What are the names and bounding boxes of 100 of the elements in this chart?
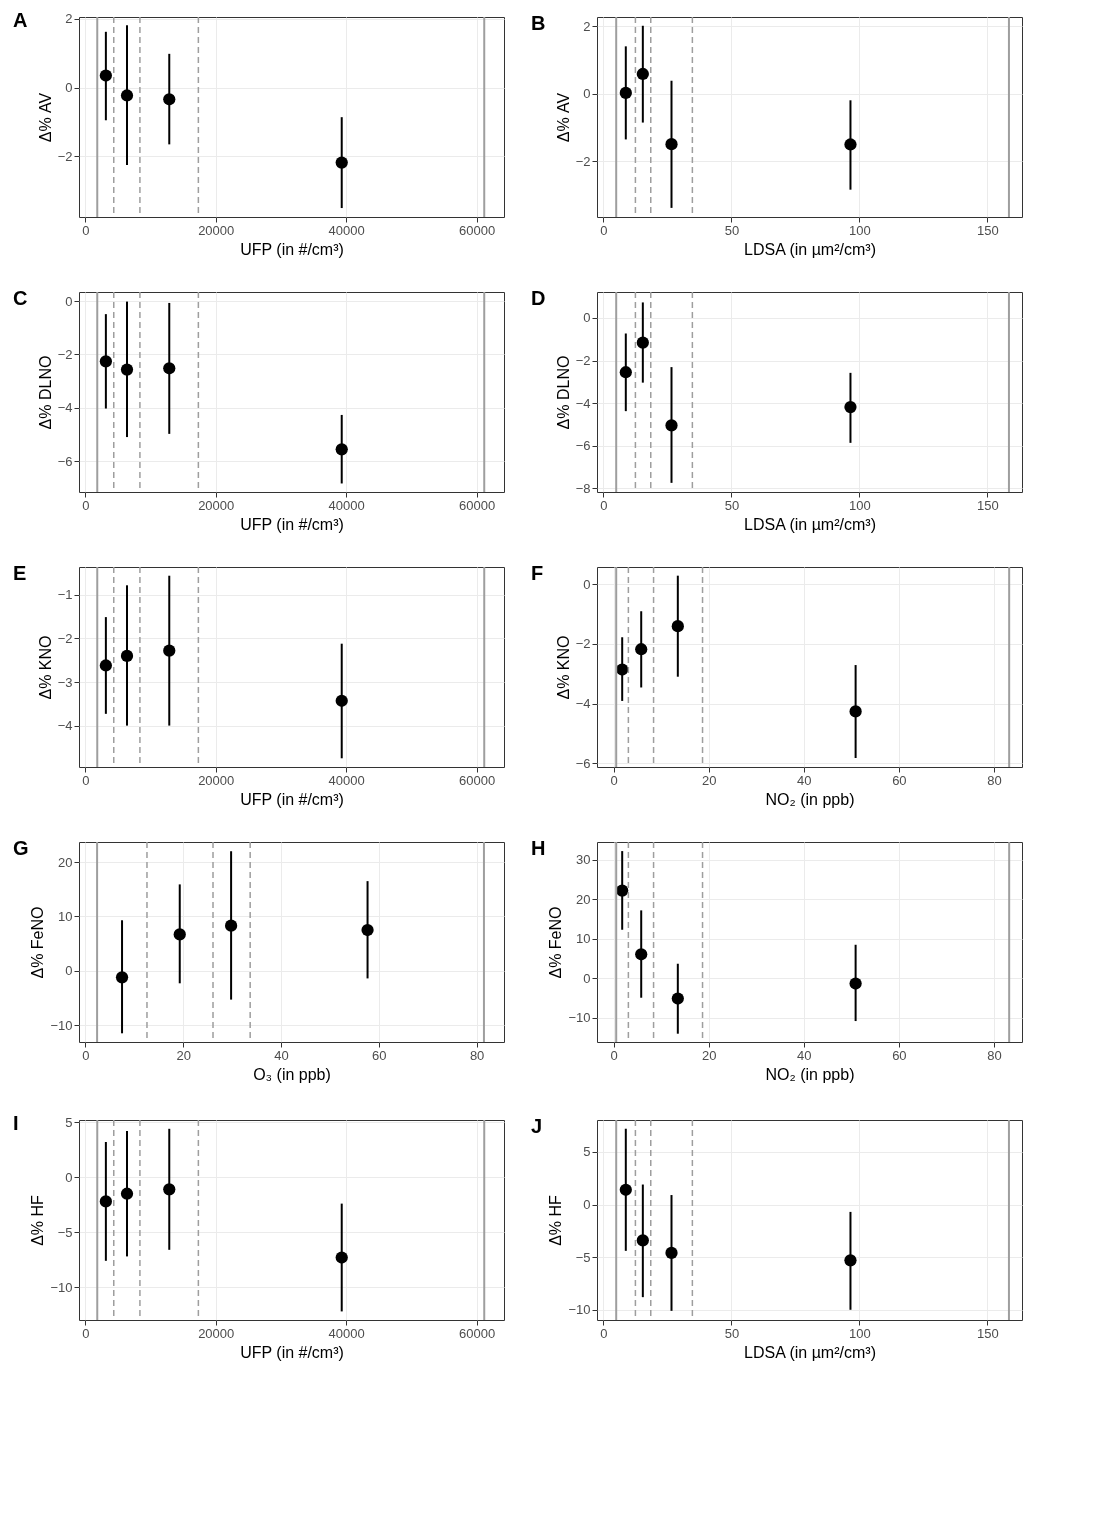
chart-title: D: [531, 287, 546, 309]
y-tick-label: 2: [65, 11, 73, 27]
x-tick-label: 60: [892, 1047, 907, 1063]
y-tick-label: −2: [57, 630, 73, 646]
point: [636, 336, 649, 349]
y-tick-label: −10: [50, 1279, 73, 1295]
x-tick-label: 40: [797, 1047, 812, 1063]
y-axis-title: Δ% DLNO: [36, 355, 54, 430]
point: [619, 1183, 632, 1196]
point: [844, 400, 857, 414]
y-tick-label: 0: [583, 86, 591, 102]
point: [163, 93, 176, 106]
y-tick-label: −4: [57, 400, 73, 416]
point: [619, 86, 632, 99]
x-tick-label: 50: [724, 222, 740, 238]
point: [99, 1195, 112, 1208]
x-tick-label: 0: [82, 222, 90, 238]
point: [844, 138, 857, 151]
y-tick-label: −5: [57, 1224, 73, 1240]
y-tick-label: −3: [57, 674, 73, 690]
y-tick-label: −2: [57, 148, 73, 164]
point: [120, 1187, 134, 1200]
y-tick-label: 10: [58, 908, 73, 924]
point: [99, 355, 112, 368]
y-axis-title: Δ% HF: [547, 1194, 565, 1246]
point: [163, 1183, 176, 1196]
y-axis-title: Δ% DLNO: [554, 355, 572, 430]
x-axis-title: NO₂ (in ppb): [765, 1065, 855, 1083]
x-tick-label: 0: [600, 497, 608, 513]
point: [361, 923, 374, 937]
x-tick-label: 40000: [328, 222, 365, 238]
point: [635, 948, 648, 961]
chart-title: C: [13, 287, 28, 309]
point: [335, 694, 348, 707]
x-tick-label: 60000: [459, 772, 496, 788]
y-tick-label: −2: [575, 353, 591, 369]
y-axis-title: Δ% AV: [36, 92, 54, 143]
point: [120, 649, 134, 662]
x-tick-label: 0: [600, 222, 608, 238]
y-tick-label: −1: [57, 587, 73, 603]
x-axis-title: LDSA (in µm²/cm³): [744, 240, 876, 258]
x-axis-title: UFP (in #/cm³): [240, 790, 344, 808]
point: [115, 971, 129, 984]
x-tick-label: 100: [849, 497, 871, 513]
point: [619, 366, 632, 379]
y-tick-label: 0: [583, 310, 591, 326]
point: [173, 928, 186, 941]
y-tick-label: 0: [65, 963, 73, 979]
y-tick-label: −4: [575, 395, 591, 411]
x-axis-title: NO₂ (in ppb): [765, 790, 855, 808]
x-tick-label: 40000: [328, 497, 365, 513]
y-tick-label: −6: [575, 438, 591, 454]
chart-title: E: [13, 562, 27, 584]
x-axis-title: UFP (in #/cm³): [240, 515, 344, 533]
x-tick-label: 150: [977, 222, 999, 238]
point: [120, 89, 134, 102]
y-axis-title: Δ% HF: [29, 1194, 47, 1246]
x-tick-label: 40000: [328, 772, 365, 788]
x-tick-label: 0: [82, 497, 90, 513]
y-tick-label: −2: [575, 636, 591, 652]
y-tick-label: 0: [583, 1197, 591, 1213]
point: [99, 69, 112, 82]
point: [665, 138, 678, 151]
point: [849, 705, 862, 718]
x-tick-label: 20: [701, 772, 717, 788]
chart-title: H: [531, 837, 546, 859]
point: [665, 1246, 678, 1260]
x-tick-label: 60000: [459, 222, 496, 238]
y-axis-title: Δ% KNO: [36, 635, 54, 700]
y-tick-label: −10: [568, 1302, 591, 1318]
x-axis-title: LDSA (in µm²/cm³): [744, 1343, 876, 1361]
x-tick-label: 0: [600, 1325, 608, 1341]
y-tick-label: 2: [583, 18, 591, 34]
x-tick-label: 150: [977, 497, 999, 513]
y-axis-title: Δ% FeNO: [29, 906, 47, 979]
x-tick-label: 100: [849, 1325, 871, 1341]
x-tick-label: 60: [372, 1047, 387, 1063]
chart-title: A: [13, 8, 28, 31]
x-tick-label: 50: [724, 497, 740, 513]
y-tick-label: 20: [58, 854, 73, 870]
x-tick-label: 80: [987, 772, 1002, 788]
y-axis-title: Δ% KNO: [554, 635, 572, 700]
chart-title: J: [531, 1115, 543, 1137]
x-tick-label: 20: [701, 1047, 717, 1063]
x-tick-label: 0: [82, 1047, 90, 1063]
y-tick-label: 10: [576, 931, 591, 947]
x-tick-label: 20: [176, 1047, 191, 1063]
point: [163, 644, 176, 657]
x-tick-label: 20000: [198, 772, 235, 788]
y-tick-label: 5: [65, 1114, 73, 1130]
x-tick-label: 20000: [198, 1325, 235, 1341]
point: [671, 992, 684, 1005]
y-tick-label: −10: [568, 1010, 591, 1026]
point: [636, 1234, 649, 1247]
x-tick-label: 60: [892, 772, 907, 788]
point: [665, 419, 678, 432]
y-tick-label: −10: [50, 1017, 73, 1033]
x-tick-label: 60000: [459, 1325, 496, 1341]
chart-title: F: [531, 562, 544, 584]
x-tick-label: 50: [724, 1325, 740, 1341]
